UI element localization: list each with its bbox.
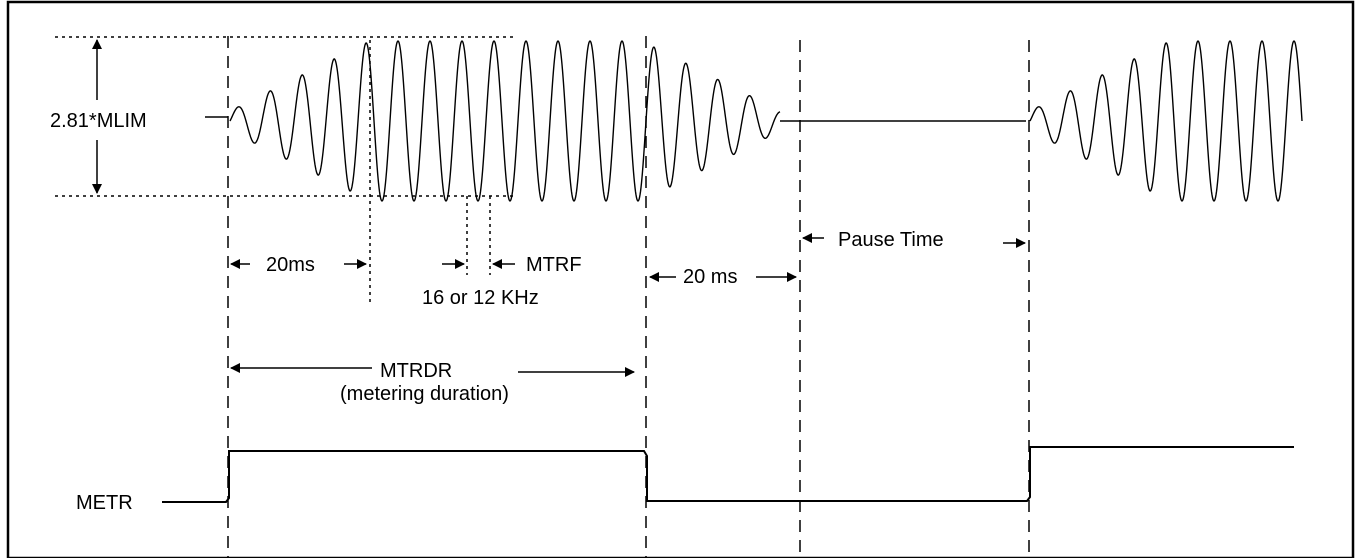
metr-signal-trace: [162, 446, 1294, 503]
ramp-up-label: 20ms: [266, 254, 315, 276]
amplitude-label: 2.81*MLIM: [50, 110, 147, 132]
metr-label: METR: [76, 492, 133, 514]
frequency-label: 16 or 12 KHz: [422, 287, 539, 309]
mtrf-label: MTRF: [526, 254, 582, 276]
metering-signal-burst-1: [229, 40, 781, 202]
mtrdr-description: (metering duration): [340, 383, 509, 405]
mtrdr-label: MTRDR: [380, 360, 452, 382]
metering-signal-burst-2: [1029, 40, 1303, 202]
diagram-frame: [6, 0, 1355, 558]
ramp-down-label: 20 ms: [683, 266, 737, 288]
pause-time-label: Pause Time: [838, 229, 944, 251]
